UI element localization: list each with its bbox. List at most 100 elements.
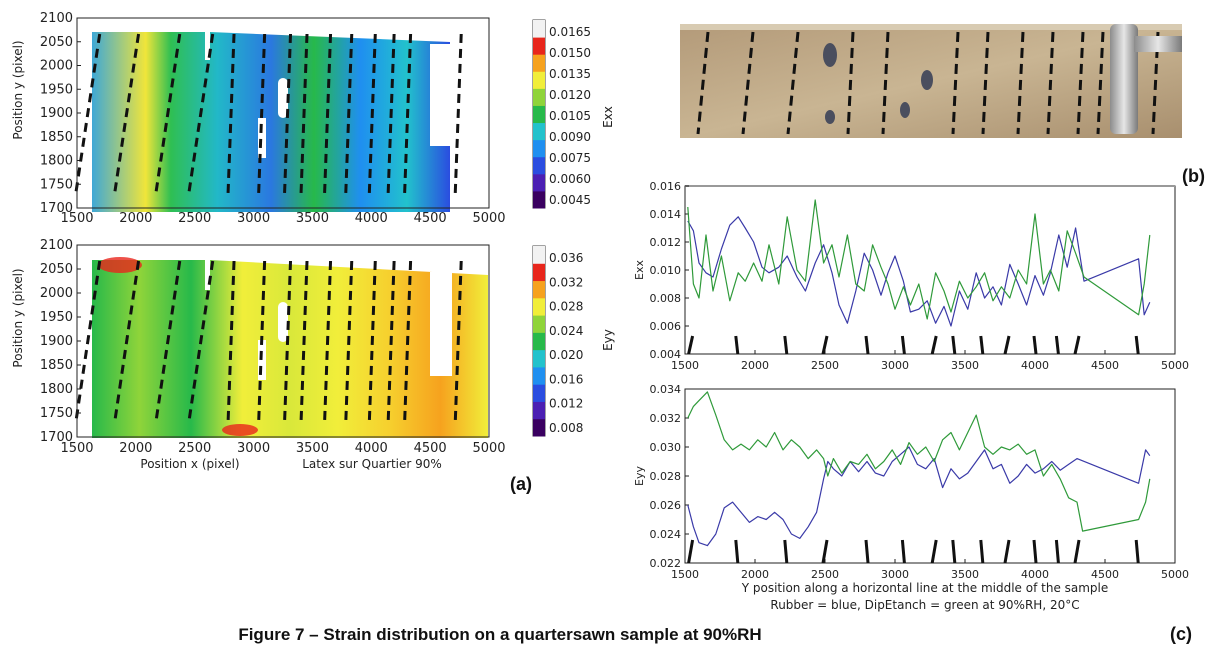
crack-dash-line: [257, 260, 267, 424]
x-tick-label: 5000: [472, 441, 505, 456]
crack-mark: [930, 335, 938, 355]
y-tick-label: 0.012: [650, 236, 682, 249]
y-tick-label: 0.010: [650, 264, 682, 277]
crack-dash-line: [74, 33, 102, 195]
map-eyy-hole: [258, 340, 266, 380]
y-tick-label: 0.028: [650, 470, 682, 483]
crack-mark: [1003, 539, 1011, 564]
crack-dash-line: [299, 33, 309, 195]
y-tick-label: 1700: [40, 430, 73, 445]
x-tick-label: 3500: [951, 568, 979, 581]
crack-dash-line: [453, 260, 463, 424]
map-eyy-field: [92, 260, 488, 438]
map-eyy-cutout: [430, 272, 452, 376]
map-exx-hole: [278, 78, 288, 118]
colorbar-segment: [533, 297, 545, 316]
crack-mark: [864, 335, 870, 355]
crack-mark: [1054, 335, 1060, 355]
crack-dash-line: [344, 33, 354, 195]
crack-mark: [821, 539, 829, 564]
crack-mark: [951, 539, 957, 564]
x-tick-label: 4000: [355, 211, 388, 226]
photo-knot: [823, 43, 837, 67]
line-exx-xticks: 1500 2000 2500 3000 3500 4000 4500 5000: [671, 350, 1189, 372]
crack-dash-line: [226, 260, 236, 424]
colorbar-tick-label: 0.008: [549, 421, 583, 435]
line-exx-crack-marks: [687, 335, 1140, 355]
x-tick-label: 4000: [355, 441, 388, 456]
ink-mark: [1076, 31, 1085, 135]
x-tick-label: 3500: [296, 441, 329, 456]
crack-dash-line: [257, 33, 267, 195]
x-tick-label: 4500: [1091, 359, 1119, 372]
colorbar-tick-label: 0.032: [549, 275, 583, 289]
crack-dash-line: [283, 260, 293, 424]
x-tick-label: 3500: [951, 359, 979, 372]
crack-dash-line: [74, 260, 102, 424]
line-eyy-crack-marks: [687, 539, 1140, 564]
colorbar-tick-label: 0.0165: [549, 25, 591, 39]
y-tick-label: 1850: [40, 130, 73, 145]
x-tick-label: 4000: [1021, 359, 1049, 372]
y-tick-label: 1950: [40, 82, 73, 97]
x-tick-label: 3000: [237, 441, 270, 456]
colorbar-segment: [533, 71, 545, 89]
colorbar-segment: [533, 401, 545, 420]
colorbar-segment: [533, 332, 545, 351]
crack-dash-line: [367, 260, 377, 424]
line-eyy-frame: [684, 388, 1176, 564]
crack-dash-line: [113, 33, 141, 195]
y-tick-label: 1900: [40, 106, 73, 121]
x-tick-label: 5000: [1161, 568, 1189, 581]
map-exx-field: [92, 32, 450, 212]
y-tick-label: 2050: [40, 35, 73, 50]
crack-mark: [1134, 539, 1140, 564]
line-exx-ylabel: Exx: [633, 260, 646, 280]
colorbar-segment: [533, 37, 545, 55]
y-tick-label: 1950: [40, 310, 73, 325]
x-tick-label: 3000: [237, 211, 270, 226]
crack-mark: [979, 335, 985, 355]
ink-mark: [696, 31, 710, 135]
crack-dash-line: [283, 33, 293, 195]
crack-mark: [734, 539, 740, 564]
y-tick-label: 1850: [40, 358, 73, 373]
colorbar-segment: [533, 105, 545, 124]
y-tick-label: 0.030: [650, 441, 682, 454]
colorbar-tick-label: 0.0060: [549, 172, 591, 186]
crack-dash-line: [386, 33, 396, 195]
map-exx-yticks: 1700 1750 1800 1850 1900 1950 2000 2050 2100: [40, 11, 81, 216]
crack-dash-line: [403, 260, 413, 424]
eyy-line-plot: Eyy 0.0220.0240.0260.0280.0300.0320.034 …: [633, 383, 1189, 612]
crack-dash-line: [403, 33, 413, 195]
map-exx-xticks: 1500 2000 2500 3000 3500 4000 4500 5000: [60, 204, 506, 226]
map-eyy-hot-spot: [98, 257, 142, 273]
line-eyy-series: [687, 391, 1151, 547]
crack-mark: [1073, 539, 1081, 564]
figure-caption: Figure 7 – Strain distribution on a quar…: [238, 625, 761, 644]
photo-ink-marks: [696, 31, 1160, 135]
y-tick-label: 0.004: [650, 348, 682, 361]
exx-line-plot: Exx 0.0040.0060.0080.0100.0120.0140.016 …: [633, 180, 1189, 372]
series-line-1: [687, 391, 1151, 532]
crack-dash-line: [154, 260, 182, 424]
photo-metal-pipe: [1110, 24, 1138, 134]
y-tick-label: 2100: [40, 11, 73, 26]
crack-mark: [1003, 335, 1011, 355]
photo-top-edge: [680, 24, 1182, 30]
y-tick-label: 0.032: [650, 412, 682, 425]
series-line-0: [687, 216, 1151, 327]
x-tick-label: 1500: [60, 211, 93, 226]
colorbar-segment: [533, 173, 545, 192]
colorbar-tick-label: 0.036: [549, 251, 583, 265]
y-tick-label: 0.026: [650, 499, 682, 512]
y-tick-label: 1700: [40, 201, 73, 216]
map-exx-cutout: [430, 44, 450, 146]
y-tick-label: 0.016: [650, 180, 682, 193]
colorbar-tick-label: 0.0045: [549, 193, 591, 207]
crack-dash-line: [367, 33, 377, 195]
x-tick-label: 1500: [671, 359, 699, 372]
x-tick-label: 4500: [414, 441, 447, 456]
ink-mark: [741, 31, 755, 135]
exx-strain-map: Position y (pixel) 170017501800185019001…: [11, 11, 615, 226]
